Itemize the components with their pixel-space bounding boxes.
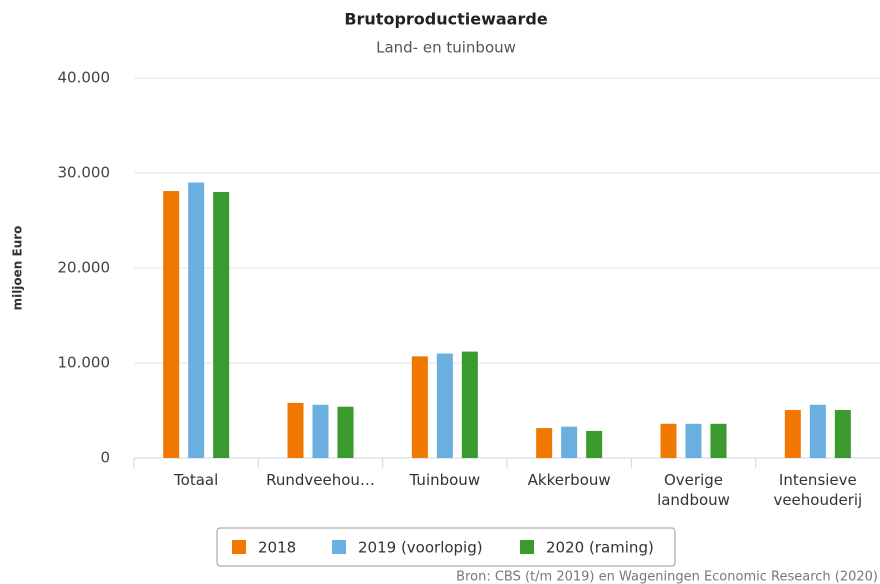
legend-label: 2018: [258, 539, 296, 557]
bar: [436, 353, 453, 458]
bar: [561, 426, 578, 458]
bar: [337, 406, 354, 458]
y-tick-label: 10.000: [58, 354, 111, 372]
y-tick-label: 0: [100, 449, 110, 467]
bar: [213, 192, 230, 458]
bar: [834, 410, 851, 458]
legend-swatch: [232, 540, 246, 554]
bar: [411, 356, 428, 458]
x-tick-label: Intensieve veehouderij: [773, 471, 863, 509]
legend-box: [216, 527, 676, 567]
x-tick-label: Totaal: [174, 471, 219, 489]
legend-label: 2019 (voorlopig): [358, 539, 483, 557]
chart-subtitle: Land- en tuinbouw: [376, 39, 516, 57]
bar: [287, 402, 304, 458]
bar: [461, 351, 478, 458]
chart-title: Brutoproductiewaarde: [344, 10, 547, 29]
legend-label: 2020 (raming): [546, 539, 654, 557]
x-tick-label: Overige landbouw: [657, 471, 730, 509]
bar: [710, 423, 727, 458]
bar: [784, 410, 801, 458]
bar: [809, 404, 826, 458]
bar: [188, 182, 205, 458]
bar: [685, 423, 702, 458]
x-tick-label: Rundveehou…: [266, 471, 375, 489]
bar: [536, 428, 553, 458]
x-tick-label: Akkerbouw: [527, 471, 611, 489]
bar: [312, 404, 329, 458]
y-tick-label: 20.000: [58, 259, 111, 277]
y-tick-label: 30.000: [58, 164, 111, 182]
source: Bron: CBS (t/m 2019) en Wageningen Econo…: [456, 570, 878, 584]
bar: [586, 430, 603, 458]
y-tick-label: 40.000: [58, 69, 111, 87]
bar: [660, 423, 677, 458]
y-axis-label: miljoen Euro: [11, 226, 25, 311]
bar: [163, 191, 180, 459]
legend-swatch: [332, 540, 346, 554]
legend-swatch: [520, 540, 534, 554]
x-tick-label: Tuinbouw: [409, 471, 481, 489]
